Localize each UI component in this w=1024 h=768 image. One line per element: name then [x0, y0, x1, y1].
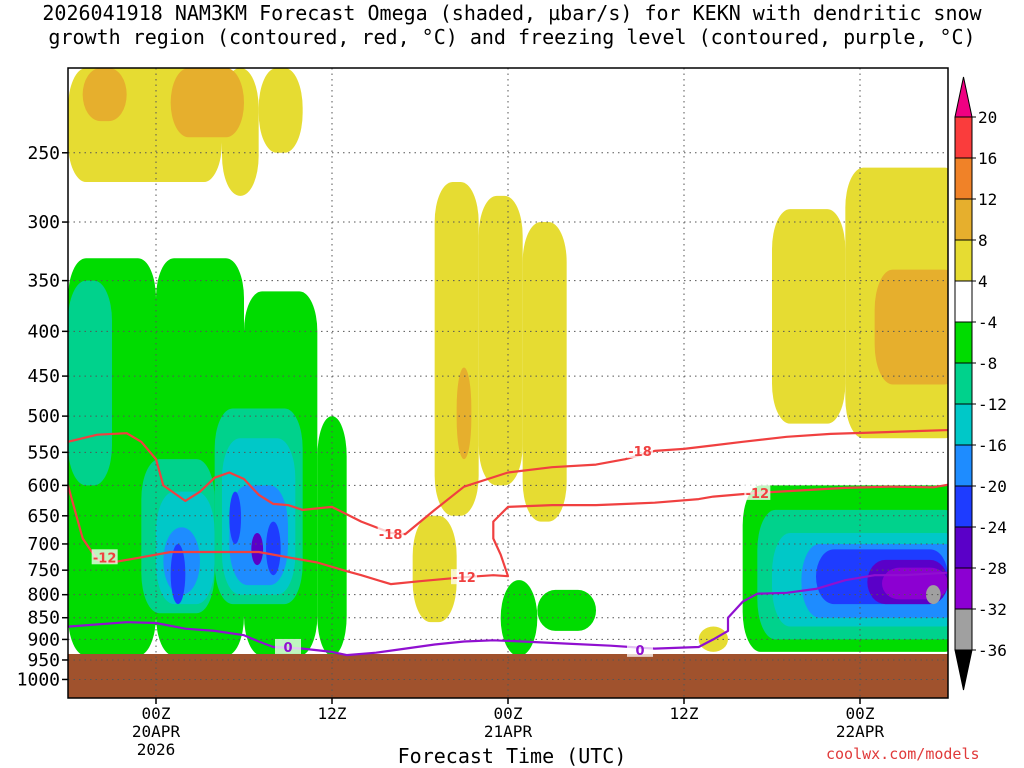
credit-link[interactable]: coolwx.com/models	[826, 745, 980, 763]
x-tick-label: 00Z	[142, 704, 171, 723]
x-tick-label: 22APR	[836, 722, 885, 741]
y-tick-label: 1000	[17, 669, 60, 690]
y-tick-label: 250	[27, 143, 60, 164]
omega-shaded-region	[434, 182, 479, 516]
omega-shaded-region	[926, 585, 941, 605]
contour-label-background	[451, 569, 477, 585]
colorbar-box	[954, 485, 973, 528]
omega-shaded-region	[266, 521, 281, 576]
colorbar-tick-label: -4	[978, 313, 997, 332]
colorbar-tick-label: 8	[978, 231, 988, 250]
y-tick-label: 500	[27, 406, 60, 427]
omega-shaded-region	[874, 269, 948, 385]
chart-title-line-2: growth region (contoured, red, °C) and f…	[48, 25, 976, 49]
colorbar-box	[954, 321, 973, 364]
x-tick-label: 21APR	[484, 722, 533, 741]
colorbar-box	[954, 198, 973, 241]
colorbar-tick-label: -28	[978, 559, 1007, 578]
contour-label: 0	[635, 644, 644, 659]
y-tick-label: 850	[27, 608, 60, 629]
colorbar-tick-label: 12	[978, 190, 997, 209]
contour-label: -12	[93, 551, 117, 566]
colorbar-tick-label: -20	[978, 477, 1007, 496]
contour-labels: -12 -12 -12 -18 -18 0 0	[91, 442, 771, 659]
colorbar-box	[954, 239, 973, 282]
omega-shaded-region	[258, 68, 303, 153]
contour-label: -12	[746, 487, 770, 502]
y-tick-label: 300	[27, 212, 60, 233]
colorbar-tick-label: -12	[978, 395, 1007, 414]
omega-colorbar: 20 16 12 8 4 -4 -8 -12 -16 -20 -24 -28 -32 -36	[954, 76, 1007, 691]
y-tick-label: 700	[27, 534, 60, 555]
y-tick-label: 350	[27, 271, 60, 292]
colorbar-tick-label: -24	[978, 518, 1007, 537]
omega-shaded-region	[772, 209, 846, 424]
colorbar-tick-label: 4	[978, 272, 988, 291]
y-axis: 2503003504004505005506006507007508008509…	[17, 143, 68, 690]
omega-shaded-region	[412, 515, 457, 623]
omega-shaded-region	[82, 68, 127, 122]
y-tick-label: 750	[27, 560, 60, 581]
y-tick-label: 900	[27, 629, 60, 650]
contour-label-background	[377, 526, 404, 542]
contour-label-background	[91, 549, 118, 565]
omega-shading	[68, 68, 948, 656]
colorbar-tick-label: -8	[978, 354, 997, 373]
y-tick-label: 600	[27, 475, 60, 496]
y-tick-label: 400	[27, 321, 60, 342]
contour-label: -12	[452, 571, 476, 586]
colorbar-box	[954, 444, 973, 487]
contour-label-background	[744, 484, 771, 500]
contour-label: -18	[628, 445, 652, 460]
colorbar-box	[954, 526, 973, 569]
contour-label: 0	[283, 641, 292, 656]
colorbar-box	[954, 567, 973, 610]
omega-shaded-region	[537, 589, 596, 631]
contour-line	[68, 571, 948, 657]
omega-shaded-region	[478, 195, 523, 486]
colorbar-box	[954, 362, 973, 405]
y-tick-label: 450	[27, 366, 60, 387]
contour-label-background	[275, 638, 301, 654]
omega-shaded-region	[170, 68, 244, 138]
x-tick-label: 2026	[137, 740, 176, 759]
colorbar-tick-label: -32	[978, 600, 1007, 619]
omega-shaded-region	[251, 532, 264, 566]
colorbar-box	[954, 608, 973, 651]
colorbar-box	[954, 280, 973, 323]
omega-shaded-region	[68, 280, 112, 486]
y-tick-label: 550	[27, 442, 60, 463]
colorbar-tick-label: -16	[978, 436, 1007, 455]
colorbar-tick-label: 20	[978, 108, 997, 127]
x-tick-label: 12Z	[670, 704, 699, 723]
y-tick-label: 800	[27, 585, 60, 606]
contour-label-background	[627, 641, 653, 657]
y-tick-label: 650	[27, 506, 60, 527]
colorbar-tick-label: -36	[978, 641, 1007, 660]
x-tick-label: 00Z	[846, 704, 875, 723]
contour-label: -18	[379, 528, 403, 543]
contour-label-background	[627, 442, 653, 458]
omega-shaded-region	[456, 367, 472, 460]
ground-layer	[68, 654, 948, 698]
x-tick-label: 00Z	[494, 704, 523, 723]
grid-lines	[68, 68, 948, 698]
omega-shaded-region	[522, 222, 567, 522]
omega-shaded-region	[170, 543, 186, 605]
colorbar-tick-label: 16	[978, 149, 997, 168]
x-tick-label: 12Z	[318, 704, 347, 723]
x-tick-label: 20APR	[132, 722, 181, 741]
y-tick-label: 950	[27, 650, 60, 671]
colorbar-box	[954, 157, 973, 200]
colorbar-box	[954, 116, 973, 159]
x-axis-title: Forecast Time (UTC)	[397, 744, 627, 768]
contour-line	[68, 428, 948, 536]
chart-title-line-1: 2026041918 NAM3KM Forecast Omega (shaded…	[42, 1, 982, 25]
colorbar-box	[954, 403, 973, 446]
omega-shaded-region	[229, 491, 242, 544]
colorbar-bottom-arrow	[954, 649, 973, 691]
colorbar-top-arrow	[954, 76, 973, 118]
